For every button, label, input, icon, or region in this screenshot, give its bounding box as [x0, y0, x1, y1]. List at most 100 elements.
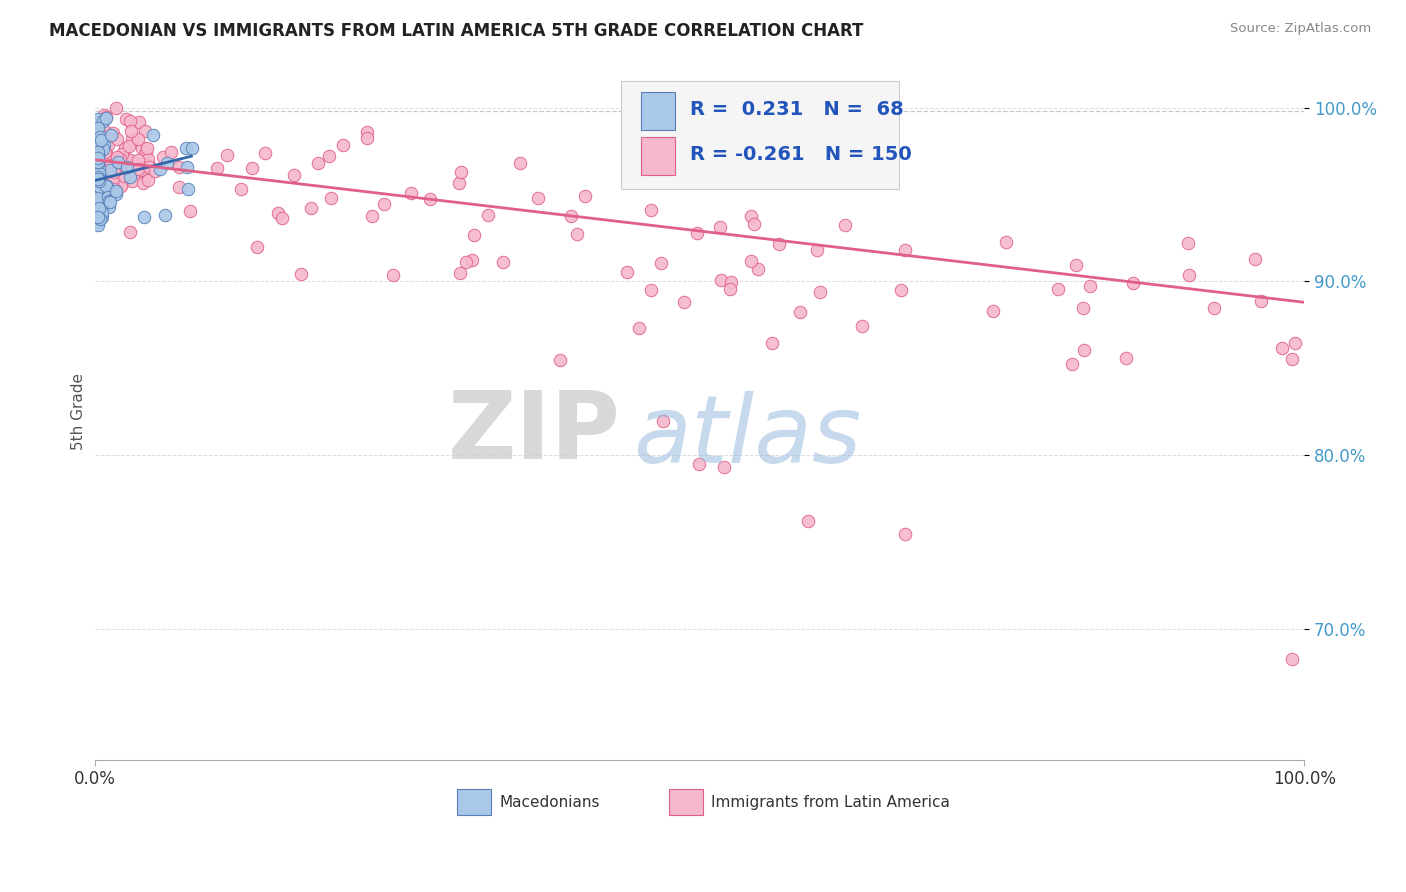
Point — [101, 172, 124, 186]
Point — [627, 320, 650, 334]
Point — [740, 209, 762, 223]
Point — [720, 275, 742, 289]
Point — [90, 196, 112, 211]
Point — [176, 182, 198, 196]
Point — [97, 194, 120, 209]
Point — [179, 204, 201, 219]
Point — [808, 285, 831, 299]
Point — [94, 111, 117, 125]
FancyBboxPatch shape — [641, 137, 675, 176]
Point — [149, 161, 172, 176]
Point — [89, 211, 111, 226]
Point — [894, 526, 917, 541]
Point — [688, 457, 710, 471]
Point — [135, 145, 157, 160]
Point — [87, 182, 110, 196]
Point — [174, 141, 197, 155]
Point — [114, 141, 136, 155]
Point — [118, 138, 141, 153]
Point — [652, 413, 675, 427]
Point — [152, 150, 174, 164]
Point — [104, 184, 127, 198]
Point — [135, 141, 157, 155]
Point — [1244, 252, 1267, 266]
Point — [290, 267, 312, 281]
Point — [120, 169, 142, 184]
FancyBboxPatch shape — [457, 789, 491, 815]
Point — [124, 156, 146, 170]
Point — [565, 227, 588, 241]
Point — [167, 180, 190, 194]
Point — [87, 139, 110, 153]
Point — [105, 187, 128, 202]
Point — [89, 158, 111, 172]
Text: ZIP: ZIP — [449, 387, 621, 479]
Point — [132, 177, 155, 191]
Point — [111, 146, 134, 161]
Point — [104, 155, 127, 169]
Point — [89, 127, 111, 141]
Point — [86, 194, 108, 208]
Point — [526, 191, 548, 205]
Point — [100, 128, 122, 142]
Point — [797, 515, 820, 529]
Point — [87, 201, 110, 215]
Point — [673, 294, 696, 309]
Point — [134, 123, 156, 137]
Text: R = -0.261   N = 150: R = -0.261 N = 150 — [690, 145, 911, 164]
Point — [87, 174, 110, 188]
Point — [142, 128, 165, 142]
Point — [1178, 268, 1201, 283]
Point — [136, 173, 159, 187]
Point — [89, 170, 111, 185]
Point — [87, 150, 110, 164]
Point — [111, 177, 134, 191]
Point — [108, 152, 131, 166]
Point — [96, 149, 118, 163]
Point — [91, 205, 114, 219]
Text: R =  0.231   N =  68: R = 0.231 N = 68 — [690, 100, 904, 119]
Point — [98, 194, 121, 209]
Point — [93, 108, 115, 122]
Point — [103, 182, 125, 196]
Point — [1115, 351, 1137, 365]
Point — [96, 179, 118, 194]
Point — [97, 138, 120, 153]
Point — [650, 256, 672, 270]
Point — [89, 169, 111, 184]
Point — [747, 262, 769, 277]
Point — [356, 131, 378, 145]
Point — [981, 304, 1004, 318]
Point — [89, 130, 111, 145]
Point — [87, 128, 110, 143]
Point — [87, 169, 110, 184]
Point — [93, 123, 115, 137]
Point — [761, 335, 783, 350]
Point — [640, 203, 662, 218]
Point — [709, 220, 731, 235]
Point — [463, 228, 485, 243]
Point — [94, 110, 117, 124]
Point — [738, 146, 761, 161]
FancyBboxPatch shape — [621, 81, 898, 189]
Point — [87, 211, 110, 225]
Point — [87, 155, 110, 169]
Point — [283, 168, 305, 182]
Point — [382, 268, 405, 282]
Point — [93, 178, 115, 192]
Point — [1047, 282, 1070, 296]
Point — [1071, 301, 1094, 315]
Point — [548, 352, 571, 367]
Point — [86, 119, 108, 133]
Point — [509, 155, 531, 169]
Point — [87, 119, 110, 133]
Point — [87, 154, 110, 169]
Text: Immigrants from Latin America: Immigrants from Latin America — [711, 795, 950, 810]
Point — [115, 161, 138, 175]
Point — [105, 101, 128, 115]
Point — [97, 190, 120, 204]
Point — [270, 211, 292, 225]
Point — [87, 165, 110, 179]
Point — [87, 121, 110, 136]
Point — [94, 157, 117, 171]
